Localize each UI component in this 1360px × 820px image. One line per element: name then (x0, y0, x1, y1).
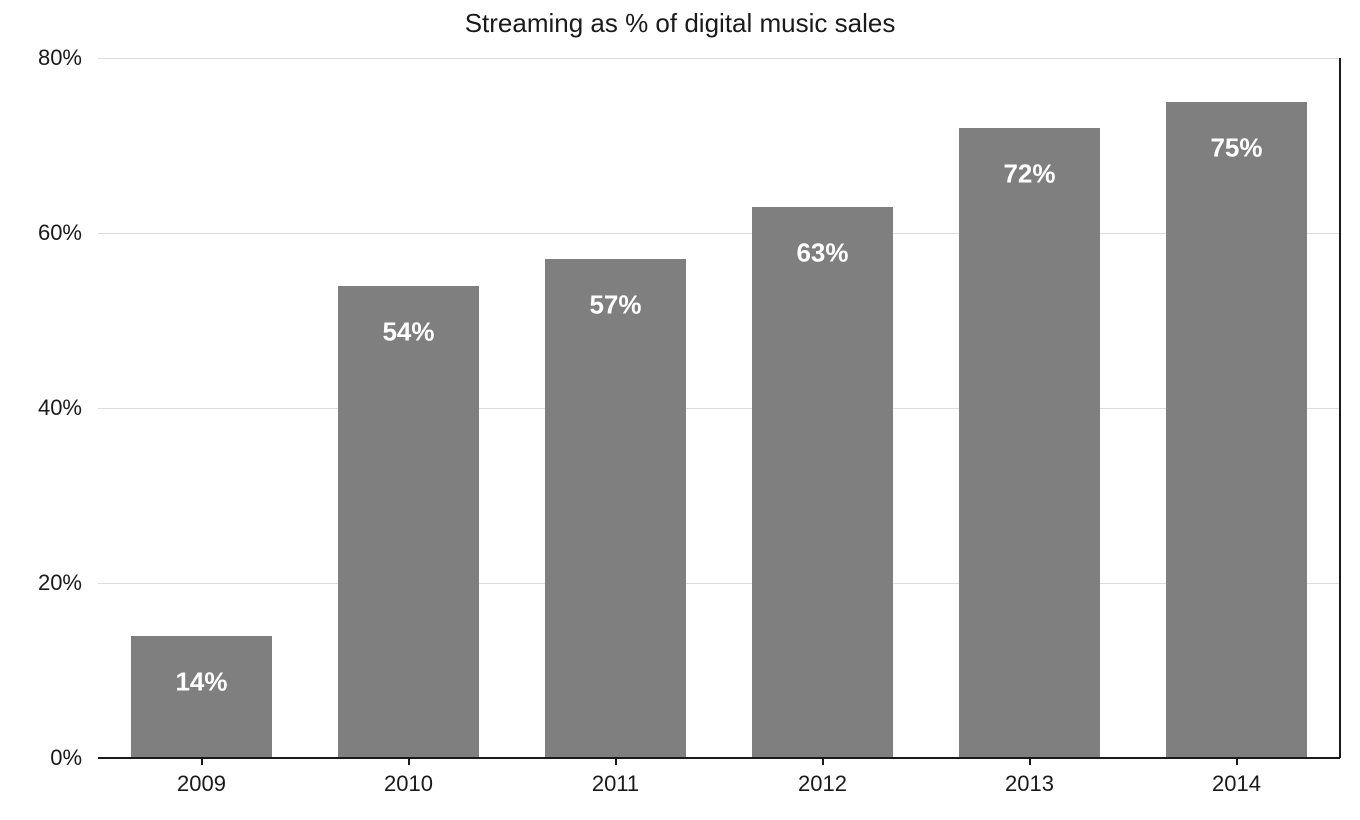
x-tick-mark (1029, 758, 1031, 765)
bar: 54% (338, 286, 479, 759)
bar-value-label: 72% (959, 159, 1100, 190)
x-tick-mark (408, 758, 410, 765)
x-tick-label: 2010 (305, 771, 512, 797)
gridline (98, 233, 1340, 234)
bar: 63% (752, 207, 893, 758)
x-tick-mark (822, 758, 824, 765)
y-tick-label: 40% (2, 395, 82, 421)
bar-value-label: 63% (752, 237, 893, 268)
chart-title: Streaming as % of digital music sales (0, 8, 1360, 39)
x-tick-mark (1236, 758, 1238, 765)
bar-value-label: 75% (1166, 132, 1307, 163)
bar: 14% (131, 636, 272, 759)
y-tick-label: 20% (2, 570, 82, 596)
gridline (98, 408, 1340, 409)
y-tick-label: 60% (2, 220, 82, 246)
x-tick-mark (615, 758, 617, 765)
x-tick-label: 2014 (1133, 771, 1340, 797)
y-tick-label: 80% (2, 45, 82, 71)
bar: 57% (545, 259, 686, 758)
gridline (98, 58, 1340, 59)
bar-value-label: 54% (338, 316, 479, 347)
bar: 72% (959, 128, 1100, 758)
plot-area: 0%20%40%60%80%14%200954%201057%201163%20… (98, 58, 1340, 758)
x-tick-label: 2009 (98, 771, 305, 797)
x-tick-label: 2012 (719, 771, 926, 797)
gridline (98, 583, 1340, 584)
x-tick-mark (201, 758, 203, 765)
x-tick-label: 2013 (926, 771, 1133, 797)
x-tick-label: 2011 (512, 771, 719, 797)
bar-chart: Streaming as % of digital music sales 0%… (0, 0, 1360, 820)
bar-value-label: 14% (131, 666, 272, 697)
y-tick-label: 0% (2, 745, 82, 771)
y-axis-right (1339, 58, 1341, 758)
x-axis (98, 757, 1340, 759)
bar: 75% (1166, 102, 1307, 758)
bar-value-label: 57% (545, 290, 686, 321)
